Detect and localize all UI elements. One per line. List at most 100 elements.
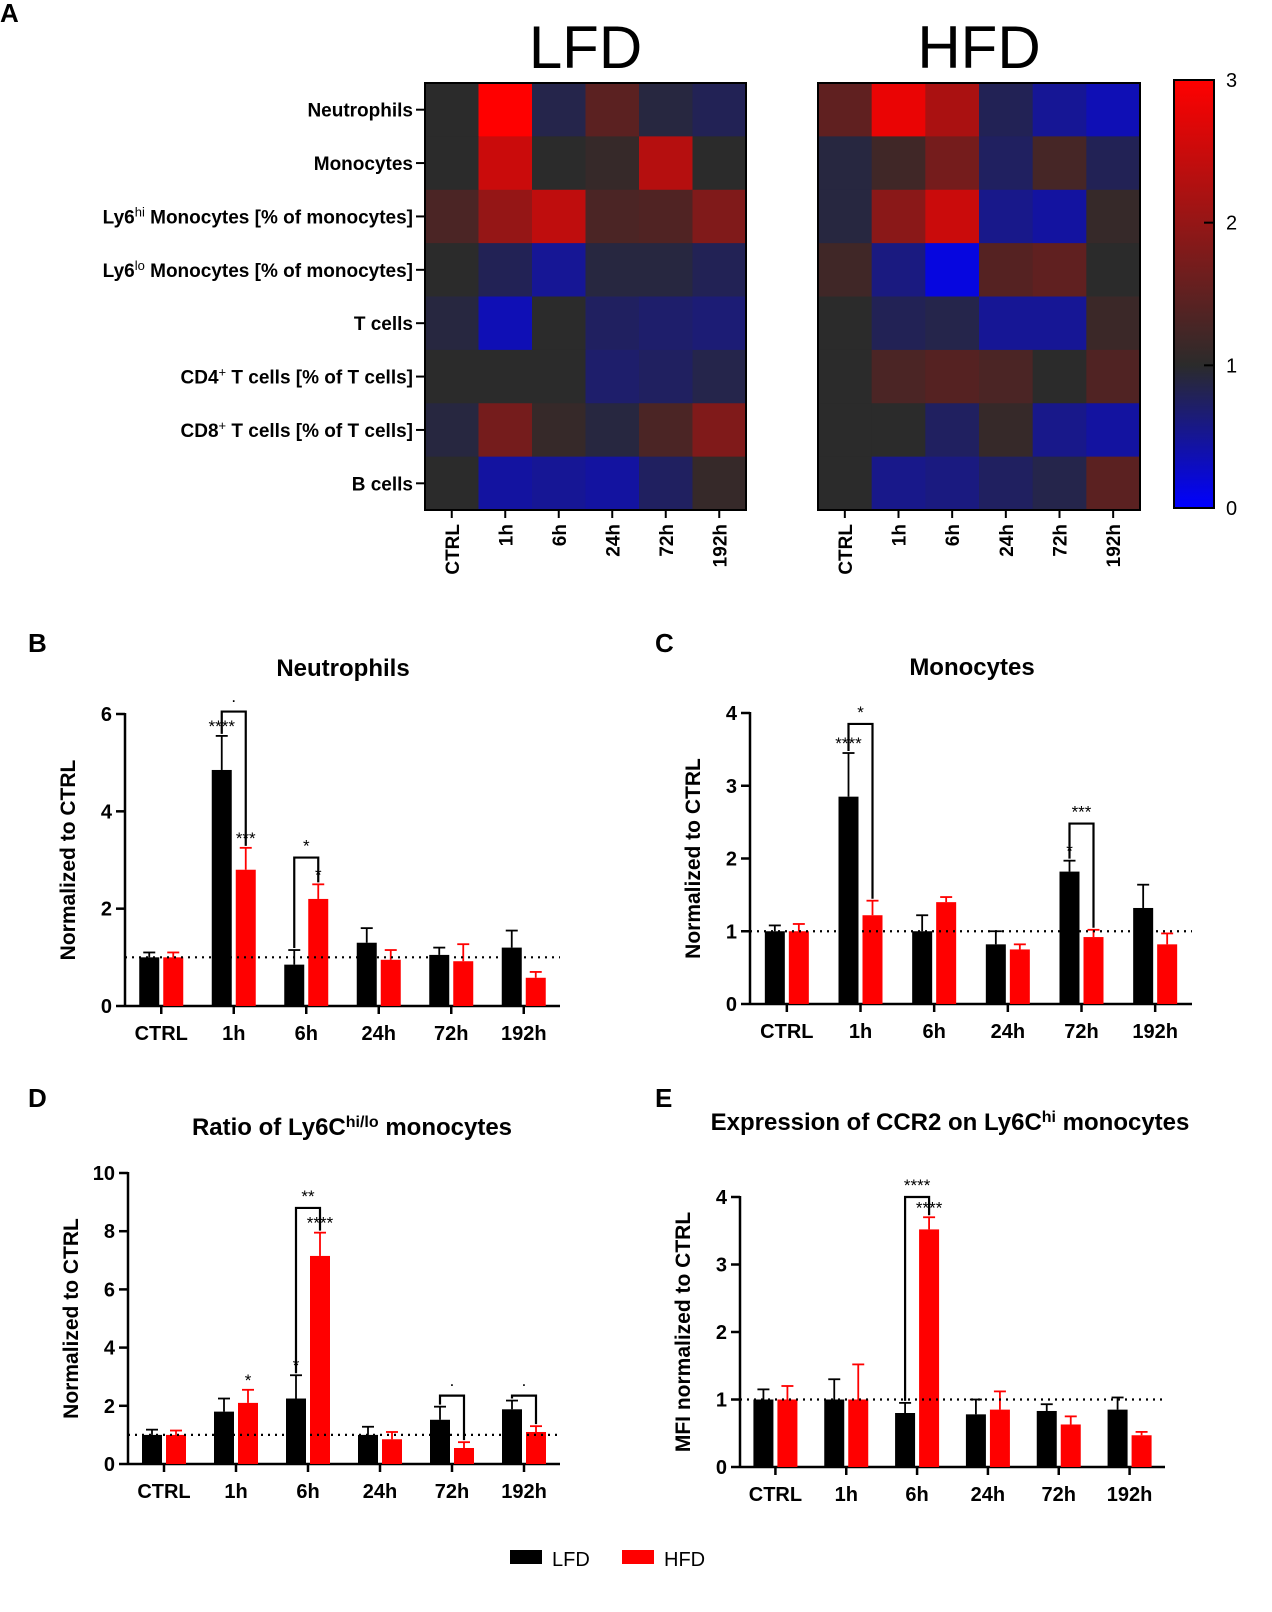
bar-lfd bbox=[502, 1409, 522, 1464]
bar-chart-e: Expression of CCR2 on Ly6Chi monocytes MF… bbox=[672, 1109, 1189, 1507]
heatmap-cell bbox=[1086, 349, 1141, 404]
comparison-bracket bbox=[847, 722, 874, 899]
heatmap-cell bbox=[871, 296, 926, 351]
y-tick-label: 0 bbox=[726, 994, 737, 1016]
x-tick-label: 192h bbox=[1132, 1021, 1178, 1043]
heatmap-cell bbox=[979, 456, 1034, 511]
panel-letter-a: A bbox=[0, 0, 19, 28]
heatmap-cell bbox=[639, 403, 693, 458]
bar-hfd bbox=[163, 957, 184, 1006]
comparison-bracket bbox=[510, 1394, 538, 1425]
x-tick-label: 72h bbox=[434, 1023, 468, 1045]
heatmap-cell bbox=[979, 136, 1034, 191]
comparison-bracket bbox=[293, 856, 320, 949]
heatmap-cell bbox=[425, 189, 479, 244]
bar-lfd bbox=[430, 1419, 450, 1464]
heatmap-cell bbox=[871, 243, 926, 297]
heatmap-cell bbox=[639, 243, 693, 297]
heatmap-cell bbox=[1086, 189, 1141, 244]
y-tick-label: 2 bbox=[101, 899, 112, 921]
heatmap-cell bbox=[425, 403, 479, 458]
heatmap-cell bbox=[1086, 403, 1141, 458]
heatmap-cell bbox=[585, 243, 640, 297]
heatmap-cell bbox=[818, 349, 873, 404]
heatmap-cell bbox=[818, 243, 873, 297]
heatmap-cell bbox=[425, 456, 479, 511]
legend-swatch-lfd bbox=[510, 1550, 542, 1564]
legend-swatch-hfd bbox=[622, 1550, 654, 1564]
heatmap-cell bbox=[1086, 296, 1141, 351]
y-tick-label: 10 bbox=[93, 1163, 115, 1185]
heatmap-cell bbox=[692, 189, 747, 244]
heatmap-cell bbox=[1032, 189, 1087, 244]
bracket-significance: · bbox=[231, 691, 237, 710]
comparison-bracket bbox=[438, 1394, 466, 1441]
y-axis-label: MFI normalized to CTRL bbox=[672, 1212, 695, 1452]
heatmap-cell bbox=[532, 136, 586, 191]
heatmap-cell bbox=[478, 296, 533, 351]
bar-hfd bbox=[308, 898, 329, 1006]
bar-hfd bbox=[525, 977, 546, 1006]
bar-hfd bbox=[777, 1399, 798, 1467]
x-tick-label: 6h bbox=[296, 1481, 319, 1503]
heatmap-col-label: 72h bbox=[1051, 524, 1072, 557]
heatmap-cell bbox=[585, 296, 640, 351]
chart-title: Monocytes bbox=[909, 654, 1034, 681]
heatmap-col-label: 192h bbox=[1104, 524, 1125, 567]
y-axis-label: Normalized to CTRL bbox=[60, 1218, 83, 1419]
bar-hfd bbox=[454, 1447, 474, 1464]
heatmap-col-label: CTRL bbox=[836, 524, 857, 575]
heatmap-row-label: Ly6hi Monocytes [% of monocytes] bbox=[103, 204, 413, 229]
x-tick-label: 24h bbox=[362, 1023, 396, 1045]
bar-hfd bbox=[380, 959, 401, 1006]
bar-lfd bbox=[501, 947, 522, 1006]
y-tick-label: 3 bbox=[726, 776, 737, 798]
heatmap-cell bbox=[925, 83, 980, 137]
y-tick-label: 4 bbox=[716, 1187, 728, 1209]
bar-lfd bbox=[965, 1414, 986, 1467]
heatmap-frame bbox=[424, 82, 747, 511]
heatmap-cell bbox=[692, 243, 747, 297]
comparison-bracket bbox=[220, 710, 247, 846]
heatmap-cell bbox=[1086, 456, 1141, 511]
heatmap-cell bbox=[639, 456, 693, 511]
heatmap-cell bbox=[818, 136, 873, 191]
x-tick-label: 1h bbox=[222, 1023, 245, 1045]
heatmap-col-label: 24h bbox=[603, 524, 624, 557]
heatmap-cell bbox=[818, 189, 873, 244]
heatmap-cell bbox=[925, 296, 980, 351]
heatmap-row-label: Neutrophils bbox=[307, 101, 413, 122]
heatmap-cell bbox=[871, 456, 926, 511]
y-tick-label: 3 bbox=[716, 1255, 727, 1277]
heatmap-row-label: Ly6lo Monocytes [% of monocytes] bbox=[103, 257, 413, 282]
x-tick-label: 72h bbox=[1042, 1484, 1076, 1506]
chart-title: Ratio of Ly6Chi/lo monocytes bbox=[192, 1114, 512, 1142]
comparison-bracket bbox=[1068, 822, 1095, 928]
y-tick-label: 2 bbox=[104, 1396, 115, 1418]
heatmap-cell bbox=[692, 296, 747, 351]
heatmap-cell bbox=[639, 83, 693, 137]
y-tick-label: 0 bbox=[101, 996, 112, 1018]
bar-chart-b: Neutrophils Normalized to CTRL 0 2 4 6 CTRL 1h 6… bbox=[57, 655, 560, 1045]
bar-lfd bbox=[142, 1434, 162, 1464]
heatmap-cell bbox=[925, 349, 980, 404]
bar-lfd bbox=[356, 942, 377, 1006]
heatmap-cell bbox=[1032, 403, 1087, 458]
heatmap-cell bbox=[532, 189, 586, 244]
legend-label-hfd: HFD bbox=[664, 1549, 705, 1571]
heatmap-cell bbox=[639, 349, 693, 404]
heatmap-cell bbox=[871, 189, 926, 244]
heatmap-cell bbox=[925, 403, 980, 458]
bar-hfd bbox=[1009, 949, 1030, 1004]
bracket-significance: **** bbox=[904, 1176, 931, 1195]
x-tick-label: 24h bbox=[363, 1481, 397, 1503]
heatmap-cell bbox=[979, 403, 1034, 458]
chart-title: Neutrophils bbox=[276, 655, 409, 682]
heatmap-cell bbox=[818, 456, 873, 511]
figure-legend: LFD HFD bbox=[510, 1549, 705, 1571]
heatmap-cell bbox=[425, 136, 479, 191]
chart-title: Expression of CCR2 on Ly6Chi monocytes bbox=[711, 1109, 1190, 1137]
heatmap-hfd: HFD CTRL 1h 6h 24h 72h 192h bbox=[817, 14, 1141, 575]
heatmap-col-label: CTRL bbox=[443, 524, 464, 575]
x-tick-label: CTRL bbox=[135, 1023, 188, 1045]
